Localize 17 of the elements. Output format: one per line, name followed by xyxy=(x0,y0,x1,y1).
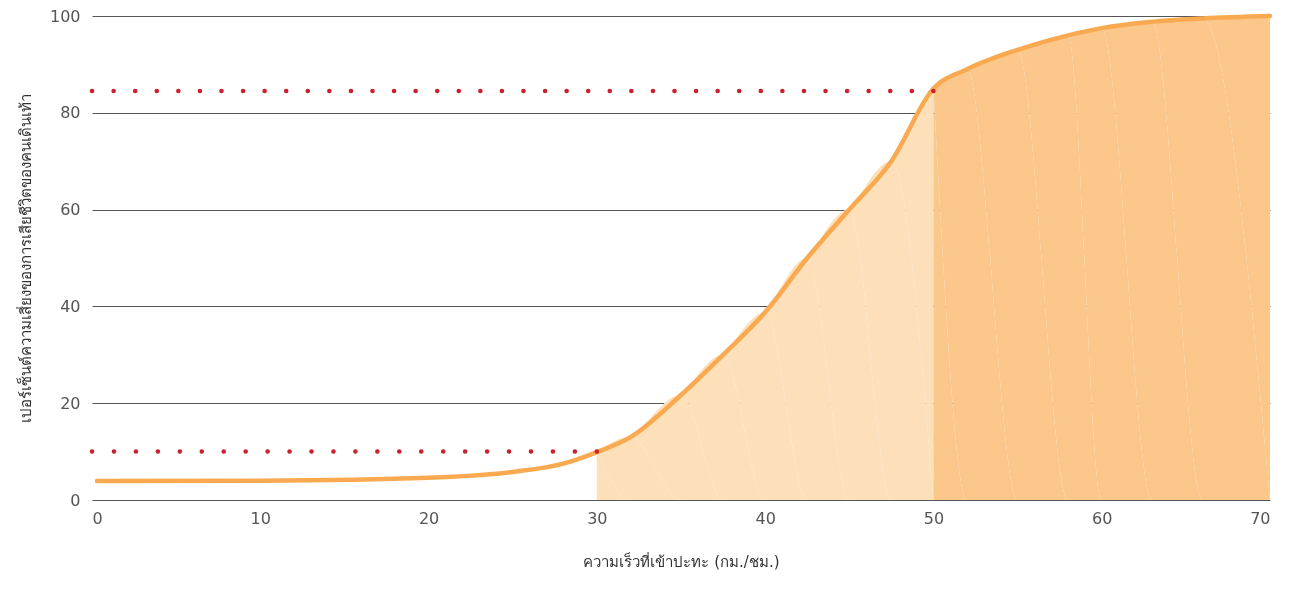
y-tick-label: 40 xyxy=(60,296,81,316)
x-tick-label: 10 xyxy=(250,508,271,528)
y-tick-label: 20 xyxy=(60,393,81,413)
x-tick-label: 40 xyxy=(755,508,776,528)
y-tick-label: 60 xyxy=(60,200,81,220)
x-tick-label: 60 xyxy=(1092,508,1113,528)
x-tick-label: 20 xyxy=(418,508,440,528)
x-tick-label: 70 xyxy=(1250,508,1271,528)
y-axis-title: เปอร์เซ็นต์ความเสี่ยงของการเสียชีวิตของคนเดินเท้า xyxy=(14,94,35,423)
x-axis-title: ความเร็วที่เข้าปะทะ (กม./ชม.) xyxy=(583,550,780,571)
y-tick-label: 100 xyxy=(49,6,81,26)
x-tick-label: 0 xyxy=(92,508,103,528)
line-series xyxy=(94,13,1273,484)
x-tick-label: 30 xyxy=(587,508,608,528)
y-tick-label: 0 xyxy=(70,490,81,510)
x-tick-label: 50 xyxy=(923,508,945,528)
y-tick-label: 80 xyxy=(60,103,81,123)
